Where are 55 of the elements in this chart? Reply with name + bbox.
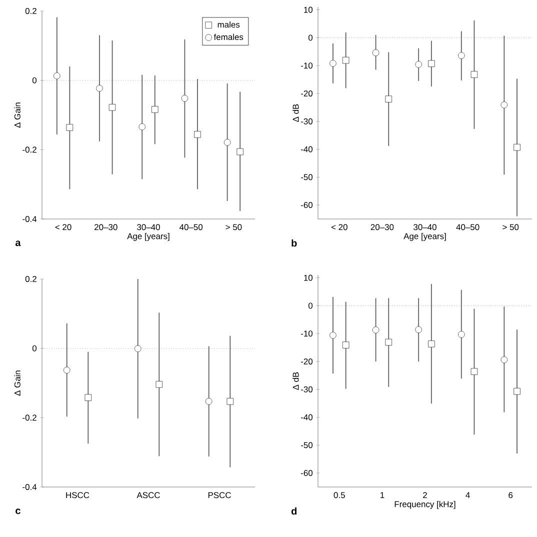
text: c <box>16 508 20 514</box>
y-tick-label: 10 <box>304 274 313 281</box>
x-tick-label: 30–40 <box>414 224 436 230</box>
y-tick-label: -50 <box>300 174 313 180</box>
y-axis-title: Δ dB <box>292 372 299 390</box>
y-tick-label: -60 <box>300 202 313 208</box>
x-axis-title: Frequency [kHz] <box>394 500 456 509</box>
x-tick-label: < 20 <box>55 224 72 230</box>
x-tick-label: > 50 <box>502 224 519 230</box>
x-tick-label: 20–30 <box>94 224 118 230</box>
legend-label: males <box>218 21 240 28</box>
y-tick-label: -10 <box>300 62 313 69</box>
y-axis-title: Δ Gain <box>14 370 20 396</box>
x-tick-label: 40–50 <box>456 224 480 230</box>
x-axis-title: Age [years] <box>127 232 170 241</box>
y-tick-label: 0.2 <box>25 8 36 14</box>
text: d <box>291 507 297 515</box>
y-tick-label: 0 <box>32 345 37 352</box>
y-tick-label: 0.2 <box>25 276 36 282</box>
x-tick-label: > 50 <box>226 224 242 230</box>
y-tick-label: -0.2 <box>22 146 36 153</box>
y-tick-label: 0 <box>308 302 313 309</box>
legend-label: females <box>214 34 244 40</box>
y-tick-label: -50 <box>300 442 313 448</box>
y-tick-label: -0.4 <box>22 484 37 490</box>
y-axis-title: Δ dB <box>292 104 299 122</box>
x-tick-label: 2 <box>423 492 427 498</box>
x-tick-label: 1 <box>380 492 384 498</box>
text: b <box>292 239 297 247</box>
y-tick-label: -30 <box>300 386 313 392</box>
y-tick-label: -60 <box>300 470 313 476</box>
y-tick-label: -10 <box>300 330 313 337</box>
x-tick-label: 40–50 <box>180 224 203 230</box>
x-tick-label: 30–40 <box>137 224 160 230</box>
x-tick-label: PSCC <box>208 492 231 498</box>
y-tick-label: -20 <box>300 90 313 96</box>
x-tick-label: 0.5 <box>334 492 345 498</box>
y-tick-label: 0 <box>308 34 313 41</box>
x-tick-label: 6 <box>508 492 513 498</box>
y-tick-label: -40 <box>300 146 313 152</box>
x-tick-label: HSCC <box>66 492 90 498</box>
y-tick-label: -20 <box>300 358 313 364</box>
x-tick-label: 4 <box>466 492 470 498</box>
y-tick-label: 0 <box>32 77 37 84</box>
y-tick-label: -0.2 <box>22 414 36 421</box>
y-tick-label: -30 <box>300 118 313 124</box>
y-tick-label: -40 <box>300 414 313 420</box>
text: a <box>16 240 21 246</box>
y-tick-label: 10 <box>304 6 313 13</box>
x-tick-label: 20–30 <box>370 224 394 230</box>
x-tick-label: < 20 <box>331 224 348 230</box>
y-tick-label: -0.4 <box>22 216 37 222</box>
x-tick-label: ASCC <box>136 492 160 498</box>
x-axis-title: Age [years] <box>404 232 446 241</box>
y-axis-title: Δ Gain <box>14 102 20 128</box>
